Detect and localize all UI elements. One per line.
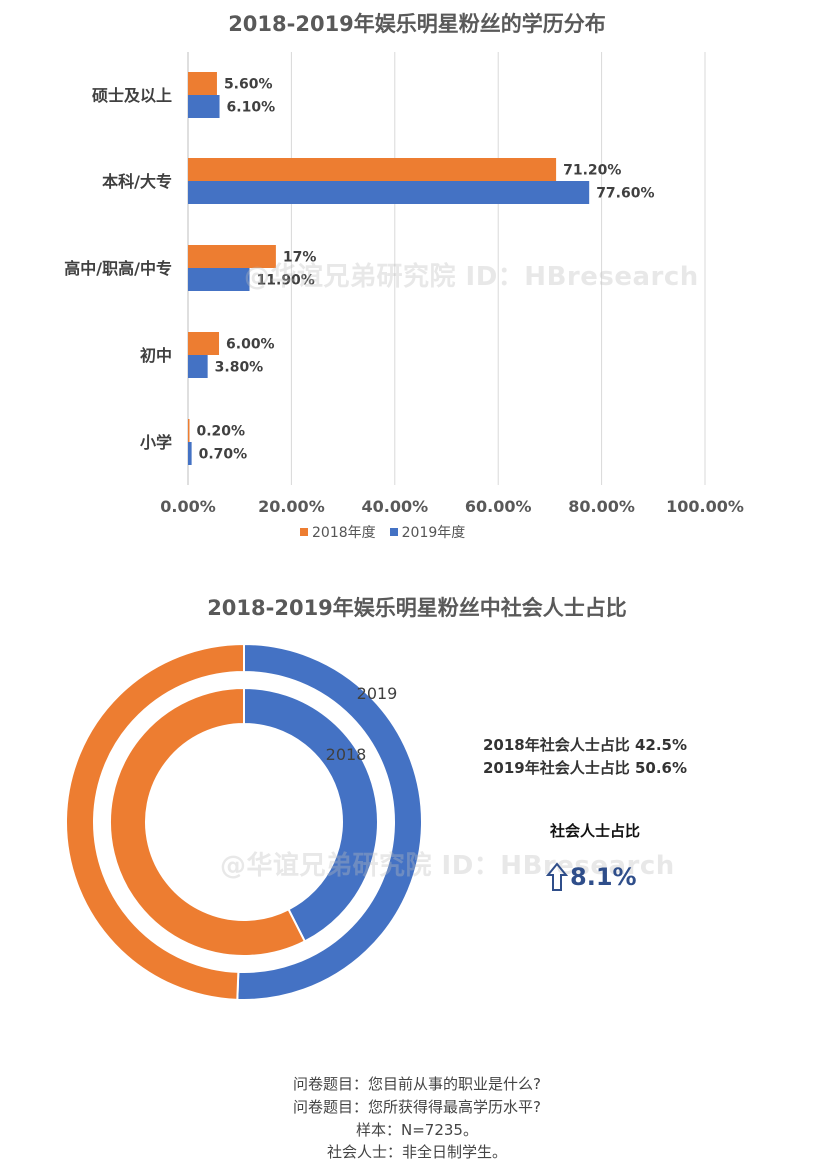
inner-ring-segment (109, 686, 307, 957)
x-tick-label: 0.00% (160, 497, 216, 516)
outer-ring-segment (236, 642, 423, 1001)
x-tick-label: 80.00% (568, 497, 635, 516)
legend-swatch-2019 (389, 528, 398, 536)
bar-2019 (188, 181, 590, 204)
outer-ring-label: 2019 (357, 684, 398, 703)
x-tick-label: 20.00% (258, 497, 325, 516)
legend-item-2019: 2019年度 (389, 522, 466, 542)
bar-2019 (188, 268, 250, 291)
ratio-value: 8.1% (570, 863, 637, 891)
bar-2018 (188, 72, 217, 95)
bar-2019 (188, 442, 192, 465)
x-tick-label: 60.00% (465, 497, 532, 516)
bar-chart-title: 2018-2019年娱乐明星粉丝的学历分布 (228, 12, 606, 36)
legend-label-2018: 2018年度 (312, 525, 376, 541)
category-label: 初中 (140, 346, 172, 365)
inner-ring-label: 2018 (326, 745, 367, 764)
bar-2018 (188, 158, 557, 181)
footer-line-2: 问卷题目：您所获得得最高学历水平? (293, 1098, 541, 1116)
footer-line-4: 社会人士：非全日制学生。 (326, 1143, 507, 1161)
bar-2018 (188, 245, 276, 268)
bar-chart: 0.00% 20.00% 40.00% 60.00% 80.00% 100.00% 硕士及以… (64, 52, 744, 516)
legend-item-2018: 2018年度 (300, 522, 376, 542)
watermark: @华谊兄弟研究院 ID：HBresearch (244, 262, 699, 292)
bar-2018 (188, 332, 220, 355)
data-label: 71.20% (563, 163, 621, 179)
footer-line-1: 问卷题目：您目前从事的职业是什么? (293, 1075, 541, 1093)
data-label: 5.60% (224, 77, 273, 93)
note-2019: 2019年社会人士占比 50.6% (483, 759, 688, 777)
data-label: 77.60% (596, 186, 654, 202)
category-label: 高中/职高/中专 (64, 259, 172, 278)
bar-legend: 2018年度 2019年度 (300, 522, 465, 542)
legend-swatch-2018 (300, 528, 308, 536)
footer-line-3: 样本：N=7235。 (356, 1121, 478, 1139)
category-label: 小学 (140, 433, 172, 452)
inner-ring-segment (243, 686, 379, 943)
data-label: 3.80% (215, 360, 264, 376)
ratio-change: 8.1% (546, 862, 637, 892)
x-tick-label: 100.00% (666, 497, 744, 516)
data-label: 11.90% (257, 273, 315, 289)
category-label: 本科/大专 (102, 172, 172, 191)
data-label: 6.00% (226, 337, 275, 353)
category-label: 硕士及以上 (92, 86, 172, 105)
x-tick-label: 40.00% (361, 497, 428, 516)
watermark-2: @华谊兄弟研究院 ID：HBresearch (220, 851, 675, 881)
donut-chart-title: 2018-2019年娱乐明星粉丝中社会人士占比 (207, 596, 627, 620)
data-label: 17% (283, 250, 317, 266)
data-label: 0.70% (199, 447, 248, 463)
legend-label-2019: 2019年度 (401, 525, 466, 541)
note-2018: 2018年社会人士占比 42.5% (483, 736, 688, 754)
data-label: 0.20% (197, 424, 246, 440)
bar-2019 (188, 95, 220, 118)
data-label: 6.10% (227, 100, 276, 116)
bar-2018 (188, 419, 190, 442)
bar-2019 (188, 355, 208, 378)
up-arrow-icon (546, 862, 568, 891)
outer-ring-segment (65, 642, 245, 1001)
ratio-label: 社会人士占比 (550, 822, 641, 840)
